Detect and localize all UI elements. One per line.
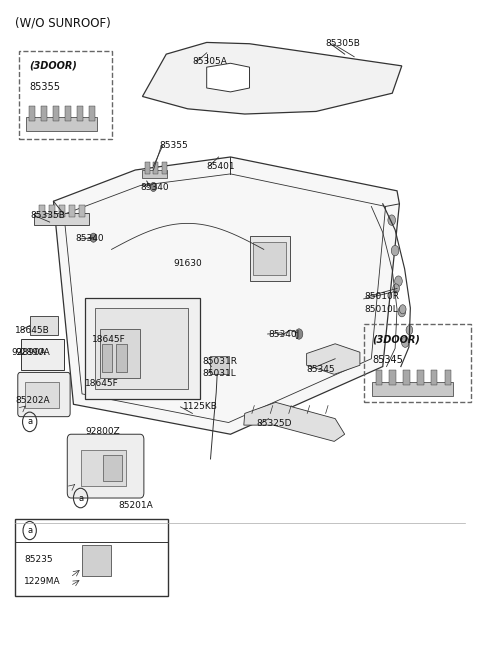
Bar bbox=[253, 242, 286, 276]
Text: 85340J: 85340J bbox=[268, 329, 300, 339]
Polygon shape bbox=[207, 64, 250, 92]
Text: 85305B: 85305B bbox=[325, 39, 360, 48]
Circle shape bbox=[391, 246, 399, 256]
Circle shape bbox=[393, 284, 399, 293]
Text: 92890A: 92890A bbox=[15, 348, 50, 357]
Bar bbox=[145, 162, 150, 174]
Text: 85235: 85235 bbox=[24, 555, 53, 565]
Bar bbox=[103, 455, 122, 481]
Text: 85340: 85340 bbox=[76, 234, 105, 244]
Bar bbox=[39, 205, 45, 217]
Text: a: a bbox=[27, 526, 32, 535]
Text: 85010R: 85010R bbox=[365, 291, 400, 301]
Bar bbox=[26, 117, 97, 131]
Bar bbox=[389, 370, 396, 385]
Text: 18645F: 18645F bbox=[85, 379, 119, 388]
Bar bbox=[41, 106, 47, 121]
Bar bbox=[102, 345, 112, 372]
Bar bbox=[89, 106, 95, 121]
Circle shape bbox=[150, 182, 157, 191]
Text: 85355: 85355 bbox=[159, 141, 188, 150]
Bar bbox=[82, 545, 110, 576]
Circle shape bbox=[398, 307, 406, 317]
Text: 91630: 91630 bbox=[173, 259, 202, 268]
Bar bbox=[372, 381, 453, 396]
Text: 1125KB: 1125KB bbox=[183, 402, 218, 411]
Text: 85340: 85340 bbox=[140, 183, 168, 192]
Bar bbox=[59, 205, 65, 217]
Polygon shape bbox=[53, 157, 399, 434]
Text: 85355: 85355 bbox=[29, 82, 60, 92]
Bar bbox=[100, 329, 140, 379]
Circle shape bbox=[90, 233, 97, 242]
Text: 1229MA: 1229MA bbox=[24, 577, 60, 586]
Circle shape bbox=[399, 305, 406, 314]
Bar bbox=[69, 205, 75, 217]
Bar bbox=[29, 106, 35, 121]
Bar bbox=[403, 370, 410, 385]
Bar bbox=[116, 345, 127, 372]
Bar bbox=[154, 162, 158, 174]
Polygon shape bbox=[244, 402, 345, 441]
Text: 85345: 85345 bbox=[372, 356, 403, 365]
Bar bbox=[143, 170, 167, 178]
Text: 85325D: 85325D bbox=[257, 419, 292, 428]
Bar bbox=[77, 106, 83, 121]
Bar bbox=[376, 370, 382, 385]
Circle shape bbox=[406, 326, 413, 335]
Bar bbox=[250, 236, 290, 280]
Bar bbox=[25, 382, 59, 408]
Circle shape bbox=[295, 329, 303, 339]
Text: (W/O SUNROOF): (W/O SUNROOF) bbox=[15, 16, 111, 29]
Bar bbox=[35, 213, 89, 225]
Bar bbox=[21, 339, 64, 371]
Bar bbox=[85, 298, 200, 399]
Text: 18645B: 18645B bbox=[15, 326, 50, 335]
Text: a: a bbox=[78, 493, 83, 502]
Text: 85335B: 85335B bbox=[31, 211, 65, 220]
Bar bbox=[53, 106, 59, 121]
Bar bbox=[417, 370, 424, 385]
Text: 85031R: 85031R bbox=[202, 357, 237, 366]
FancyBboxPatch shape bbox=[67, 434, 144, 498]
Bar bbox=[444, 370, 451, 385]
Bar bbox=[211, 356, 228, 375]
Bar bbox=[81, 450, 126, 485]
Bar bbox=[95, 308, 188, 389]
Text: 85201A: 85201A bbox=[119, 501, 154, 510]
Text: 85401: 85401 bbox=[207, 162, 235, 170]
Polygon shape bbox=[307, 344, 360, 375]
Bar bbox=[431, 370, 437, 385]
Bar bbox=[65, 106, 71, 121]
Text: 85305A: 85305A bbox=[192, 58, 228, 66]
Text: 92890A: 92890A bbox=[12, 348, 47, 357]
Text: 85031L: 85031L bbox=[202, 369, 236, 377]
Text: 18645F: 18645F bbox=[92, 335, 125, 344]
Text: a: a bbox=[27, 417, 32, 426]
Polygon shape bbox=[143, 43, 402, 114]
Circle shape bbox=[395, 276, 402, 286]
Circle shape bbox=[388, 215, 396, 225]
Text: 85202A: 85202A bbox=[15, 396, 50, 405]
Bar bbox=[49, 205, 55, 217]
Text: (3DOOR): (3DOOR) bbox=[29, 61, 77, 71]
Text: 85345: 85345 bbox=[307, 365, 335, 373]
Circle shape bbox=[401, 337, 409, 347]
Text: 92800Z: 92800Z bbox=[85, 427, 120, 436]
Bar bbox=[162, 162, 167, 174]
FancyBboxPatch shape bbox=[18, 373, 70, 417]
Bar bbox=[79, 205, 85, 217]
Bar bbox=[30, 316, 58, 335]
Text: 85010L: 85010L bbox=[365, 305, 398, 314]
Text: (3DOOR): (3DOOR) bbox=[372, 334, 420, 344]
